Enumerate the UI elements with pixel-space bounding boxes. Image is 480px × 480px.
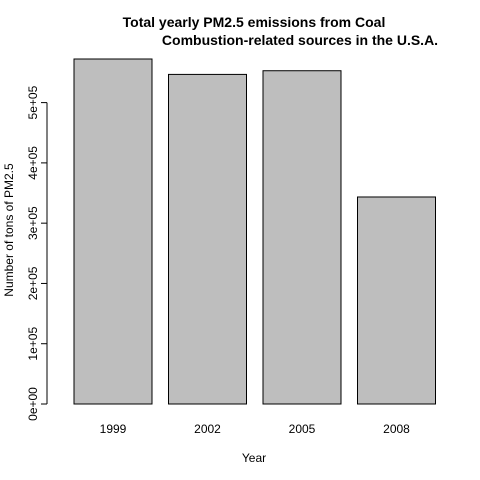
bar-2005 [262,70,342,405]
y-axis-label: Number of tons of PM2.5 [2,163,16,297]
x-tick-labels: 1999 2002 2005 2008 [100,422,411,436]
bar-2008 [357,196,436,405]
y-axis: 0e+00 1e+05 2e+05 3e+05 4e+05 5e+05 [26,85,48,421]
y-tick-label: 4e+05 [26,146,40,180]
y-tick-label: 1e+05 [26,327,40,361]
y-tick-label: 2e+05 [26,266,40,300]
bars-group [73,58,436,405]
chart-title-line-1: Total yearly PM2.5 emissions from Coal [123,14,386,30]
y-tick-label: 3e+05 [26,206,40,240]
y-tick-label: 0e+00 [26,387,40,421]
x-tick-label-2008: 2008 [383,422,410,436]
y-tick-label: 5e+05 [26,85,40,119]
bar-2002 [168,73,247,405]
x-tick-label-1999: 1999 [100,422,127,436]
chart-title-line-2: Combustion-related sources in the U.S.A. [162,32,438,48]
bar-1999 [73,58,153,405]
x-axis-label: Year [242,451,266,465]
x-tick-label-2002: 2002 [194,422,221,436]
x-tick-label-2005: 2005 [289,422,316,436]
